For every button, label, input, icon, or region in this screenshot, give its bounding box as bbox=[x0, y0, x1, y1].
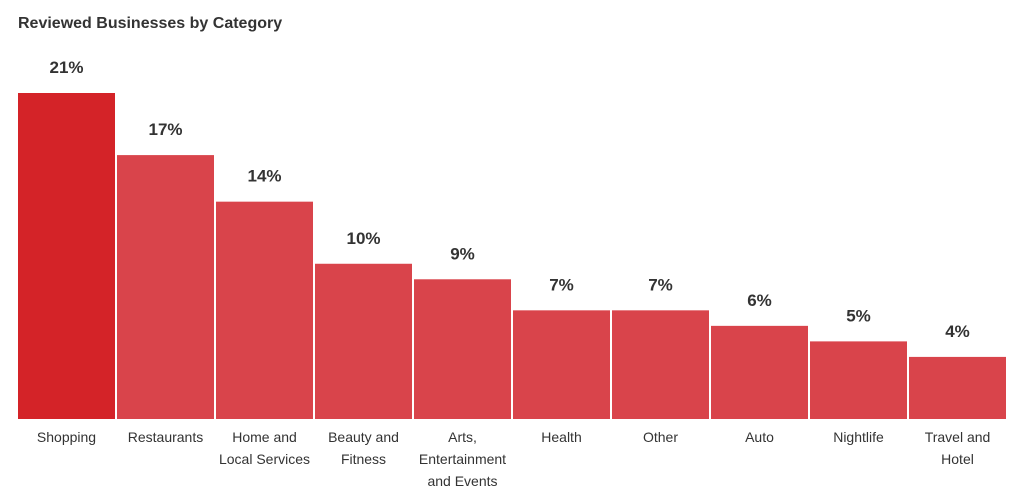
bar-4 bbox=[414, 279, 511, 419]
category-label-0: Shopping bbox=[37, 429, 96, 445]
data-label-9: 4% bbox=[945, 322, 970, 341]
category-label-2: Home and Local Services bbox=[219, 429, 310, 467]
category-label-line: Travel and bbox=[925, 429, 991, 445]
category-label-line: Restaurants bbox=[128, 429, 203, 445]
bar-6 bbox=[612, 310, 709, 419]
data-label-3: 10% bbox=[346, 229, 380, 248]
category-label-8: Nightlife bbox=[833, 429, 884, 445]
category-label-5: Health bbox=[541, 429, 581, 445]
bar-8 bbox=[810, 341, 907, 419]
data-label-8: 5% bbox=[846, 306, 871, 325]
category-label-1: Restaurants bbox=[128, 429, 203, 445]
category-label-3: Beauty and Fitness bbox=[328, 429, 399, 467]
category-label-line: and Events bbox=[427, 473, 497, 489]
category-label-line: Fitness bbox=[341, 451, 386, 467]
category-label-6: Other bbox=[643, 429, 678, 445]
category-label-line: Nightlife bbox=[833, 429, 884, 445]
data-label-7: 6% bbox=[747, 291, 772, 310]
category-label-line: Auto bbox=[745, 429, 774, 445]
category-label-line: Hotel bbox=[941, 451, 974, 467]
data-label-1: 17% bbox=[148, 120, 182, 139]
category-label-line: Local Services bbox=[219, 451, 310, 467]
category-label-9: Travel and Hotel bbox=[925, 429, 991, 467]
bar-2 bbox=[216, 201, 313, 419]
category-label-7: Auto bbox=[745, 429, 774, 445]
category-label-line: Entertainment bbox=[419, 451, 506, 467]
bar-0 bbox=[18, 93, 115, 419]
category-label-4: Arts, Entertainment and Events bbox=[419, 429, 506, 489]
category-label-line: Health bbox=[541, 429, 581, 445]
bar-5 bbox=[513, 310, 610, 419]
bar-1 bbox=[117, 155, 214, 419]
bar-3 bbox=[315, 263, 412, 419]
bar-9 bbox=[909, 356, 1006, 419]
bar-7 bbox=[711, 325, 808, 419]
data-label-0: 21% bbox=[49, 58, 83, 77]
category-label-line: Shopping bbox=[37, 429, 96, 445]
data-label-2: 14% bbox=[247, 167, 281, 186]
chart-title: Reviewed Businesses by Category bbox=[18, 15, 283, 32]
category-label-line: Home and bbox=[232, 429, 297, 445]
category-label-line: Beauty and bbox=[328, 429, 399, 445]
category-label-line: Arts, bbox=[448, 429, 477, 445]
data-label-4: 9% bbox=[450, 244, 475, 263]
data-label-5: 7% bbox=[549, 275, 574, 294]
category-label-line: Other bbox=[643, 429, 678, 445]
data-label-6: 7% bbox=[648, 275, 673, 294]
